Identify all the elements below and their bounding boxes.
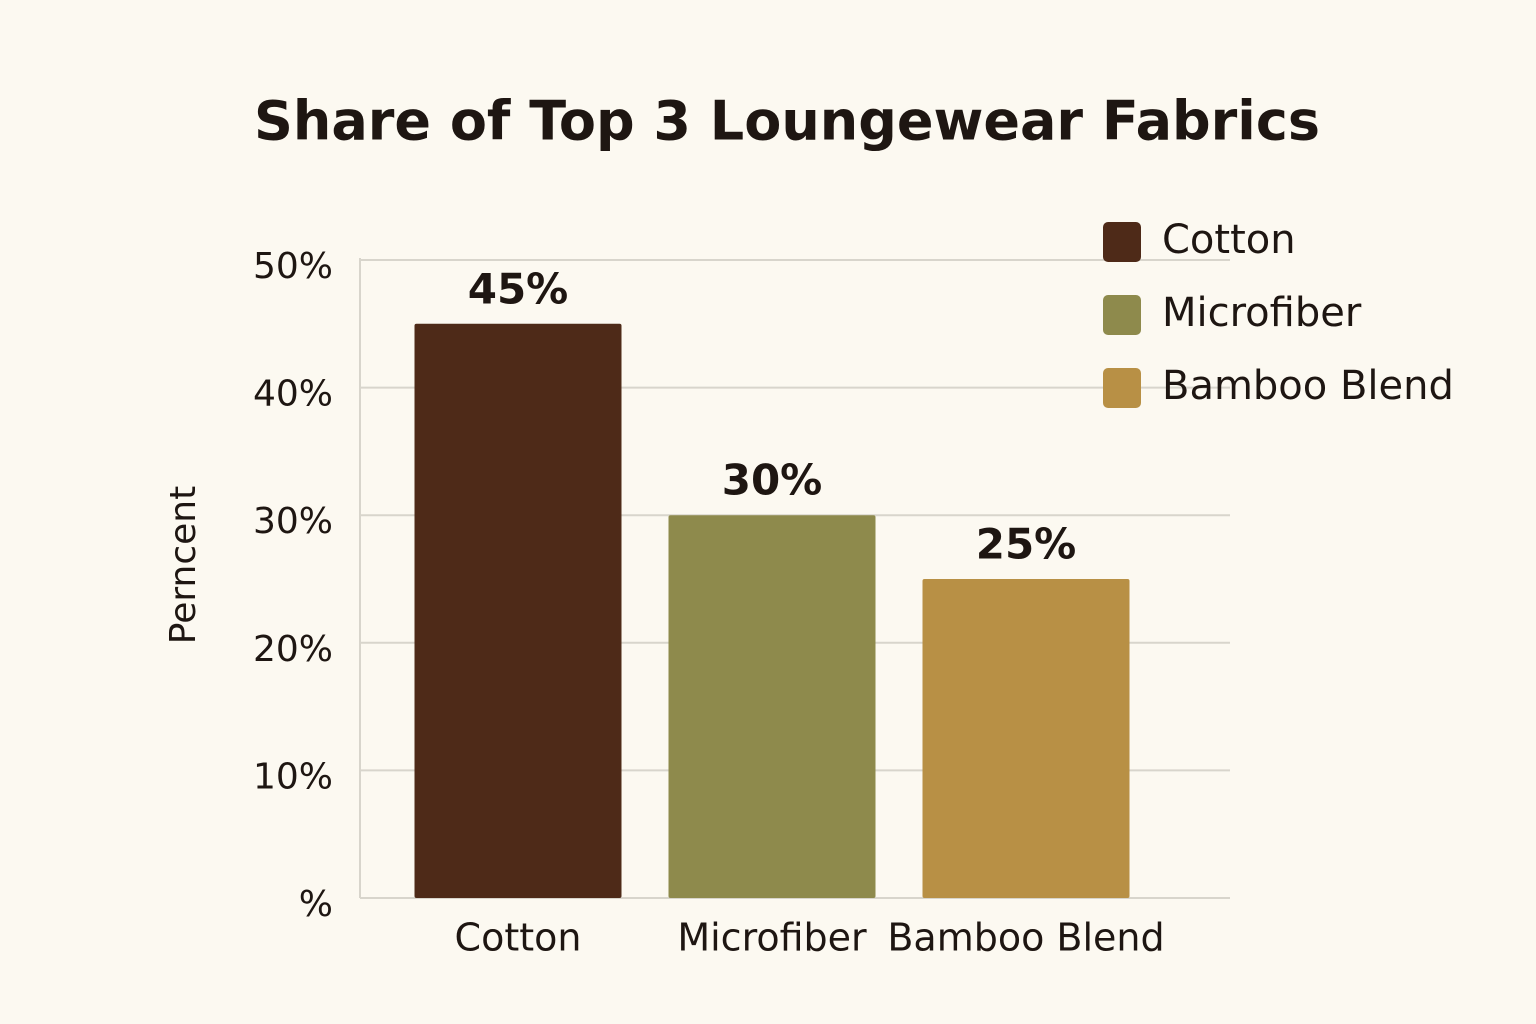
y-tick-label: 40% — [253, 374, 333, 415]
bar — [668, 515, 876, 898]
x-tick-label: Cotton — [455, 916, 582, 960]
legend-label: Microfiber — [1162, 290, 1362, 336]
y-tick-label: 20% — [253, 629, 333, 670]
legend-swatch — [1103, 368, 1141, 408]
bar — [922, 579, 1130, 898]
value-label: 25% — [976, 520, 1077, 569]
bar — [414, 323, 622, 898]
y-tick-label: 30% — [253, 501, 333, 542]
legend-label: Bamboo Blend — [1162, 363, 1454, 409]
legend-swatch — [1103, 222, 1141, 262]
value-label: 45% — [468, 264, 569, 313]
chart-title: Share of Top 3 Loungewear Fabrics — [254, 90, 1320, 153]
legend-swatch — [1103, 295, 1141, 335]
y-tick-label: % — [299, 884, 333, 925]
y-axis-label: Perncent — [163, 486, 204, 644]
y-tick-label: 10% — [253, 756, 333, 797]
legend-label: Cotton — [1162, 217, 1296, 263]
y-tick-label: 50% — [253, 246, 333, 287]
x-tick-label: Microfiber — [677, 916, 867, 960]
value-label: 30% — [722, 456, 823, 505]
x-tick-label: Bamboo Blend — [887, 916, 1164, 960]
